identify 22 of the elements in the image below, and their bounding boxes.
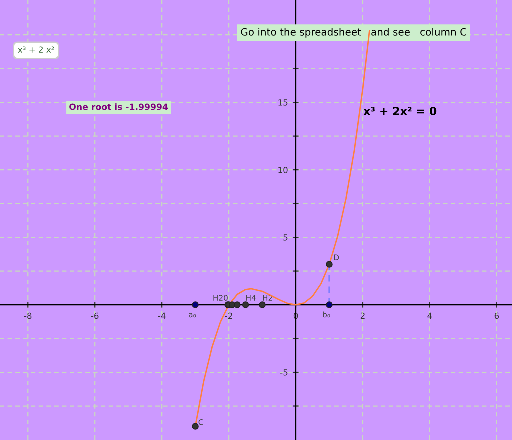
x-tick-label: 2 (360, 312, 365, 319)
x-tick-label: -2 (225, 312, 232, 319)
x-tick-label: 4 (428, 312, 432, 319)
point (192, 302, 199, 308)
x-tick-label: -4 (158, 312, 166, 319)
annotation: Go into the spreadsheet and see column C (241, 28, 466, 38)
point (326, 261, 333, 268)
y-tick-label: 10 (278, 167, 288, 174)
point (234, 302, 241, 308)
annotation: x³ + 2 x² (18, 46, 54, 53)
x-tick-label: -6 (91, 312, 99, 320)
y-tick-label: -5 (280, 370, 288, 376)
x-tick-label: 6 (494, 312, 500, 320)
x-tick-label: -8 (24, 312, 32, 320)
point (242, 302, 250, 308)
point (326, 302, 333, 308)
annotation: x³ + 2x² = 0 (364, 107, 437, 116)
y-tick-label: 5 (284, 234, 288, 241)
point (192, 423, 199, 430)
y-tick-label: 15 (278, 100, 288, 106)
annotation: One root is -1.99994 (70, 104, 168, 110)
point (259, 302, 266, 308)
